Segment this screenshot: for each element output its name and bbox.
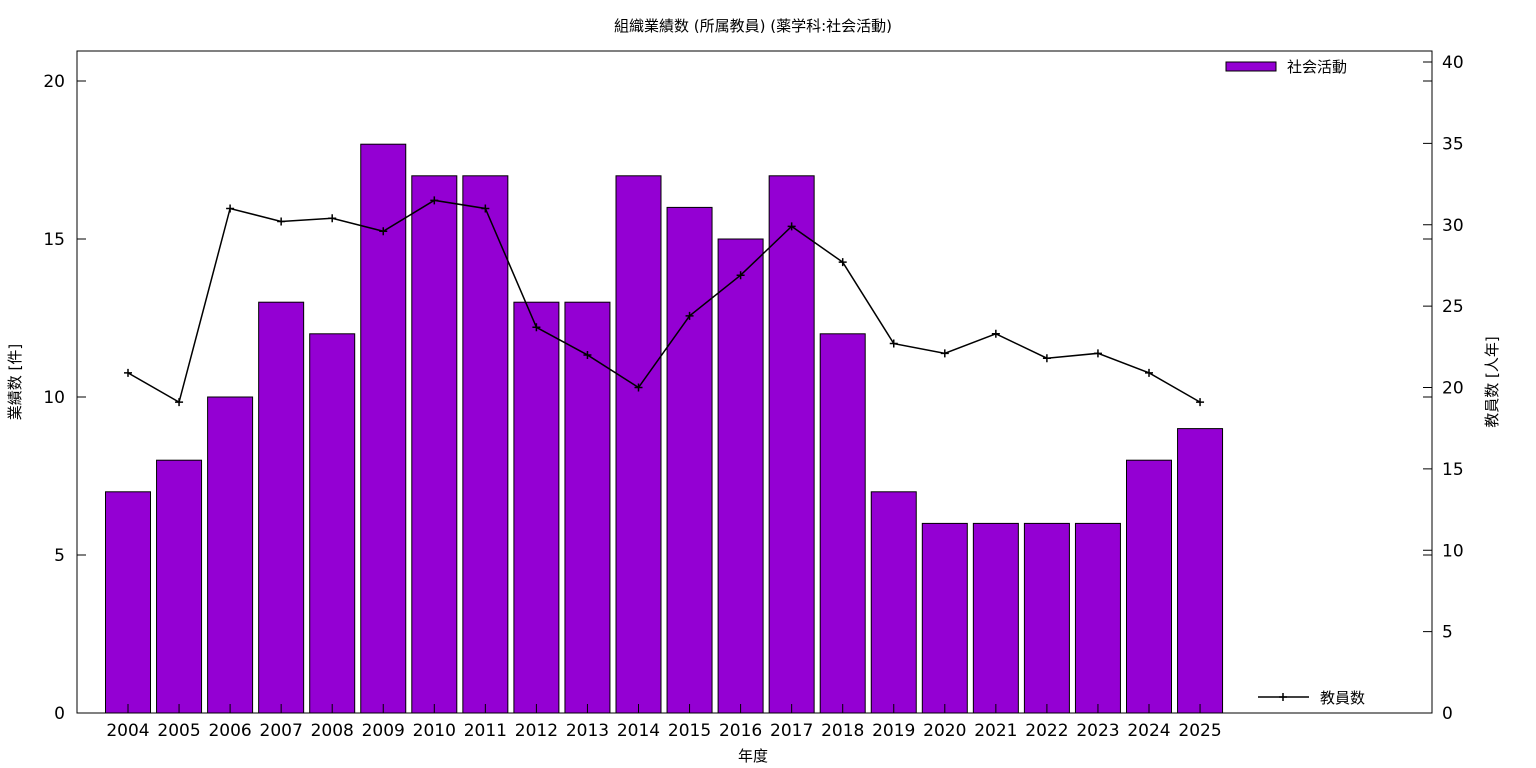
line-point-2017 xyxy=(787,222,796,231)
bar-2013 xyxy=(564,301,611,714)
x-tick-label: 2013 xyxy=(566,721,609,741)
x-tick-label: 2004 xyxy=(106,721,149,741)
line-point-2020 xyxy=(940,349,949,358)
x-tick-label: 2015 xyxy=(668,721,711,741)
x-tick-label: 2011 xyxy=(464,721,507,741)
y2-tick-label: 0 xyxy=(1442,704,1453,724)
x-tick-label: 2024 xyxy=(1127,721,1170,741)
line-point-2025 xyxy=(1196,398,1205,407)
bar-2008 xyxy=(309,333,356,714)
y2-tick-label: 5 xyxy=(1442,623,1453,643)
y-tick-label: 15 xyxy=(43,230,65,250)
line-point-2007 xyxy=(277,217,286,226)
x-tick-label: 2016 xyxy=(719,721,762,741)
x-tick-label: 2014 xyxy=(617,721,660,741)
chart-title: 組織業績数 (所属教員) (薬学科:社会活動) xyxy=(614,17,892,35)
bar-2016 xyxy=(717,238,764,714)
line-point-2021 xyxy=(991,329,1000,338)
line-point-2018 xyxy=(838,258,847,267)
legend-bar-label: 社会活動 xyxy=(1287,58,1347,76)
bar-2017 xyxy=(768,175,815,714)
bar-group xyxy=(105,143,1224,714)
x-tick-label: 2022 xyxy=(1025,721,1068,741)
bar-2025 xyxy=(1177,428,1224,714)
line-point-2006 xyxy=(226,204,235,213)
bar-2020 xyxy=(921,522,968,714)
line-point-2011 xyxy=(481,204,490,213)
line-point-2005 xyxy=(175,398,184,407)
line-point-2014 xyxy=(634,383,643,392)
line-point-2016 xyxy=(736,271,745,280)
bar-2011 xyxy=(462,175,509,714)
legend-line-marker xyxy=(1279,693,1287,701)
y-tick-label: 10 xyxy=(43,388,65,408)
bar-2015 xyxy=(666,206,713,714)
x-tick-label: 2017 xyxy=(770,721,813,741)
bar-2019 xyxy=(870,491,917,714)
line-point-2004 xyxy=(124,368,132,377)
bar-2007 xyxy=(258,301,305,714)
line-point-2022 xyxy=(1042,354,1051,363)
x-tick-label: 2007 xyxy=(260,721,303,741)
legend-line-label: 教員数 xyxy=(1320,689,1365,707)
bar-2006 xyxy=(207,396,254,714)
y2-tick-label: 30 xyxy=(1442,216,1464,236)
x-tick-label: 2010 xyxy=(413,721,456,741)
line-series-faculty xyxy=(127,199,1201,404)
bar-2022 xyxy=(1023,522,1070,714)
x-tick-label: 2018 xyxy=(821,721,864,741)
line-point-2024 xyxy=(1145,368,1153,377)
x-axis-title: 年度 xyxy=(738,747,768,765)
line-point-2023 xyxy=(1093,349,1102,358)
line-point-2010 xyxy=(430,196,439,205)
x-tick-label: 2005 xyxy=(157,721,200,741)
line-point-2009 xyxy=(379,227,388,236)
bar-2021 xyxy=(972,522,1019,714)
y2-axis-title: 教員数 [人年] xyxy=(1483,336,1501,427)
line-point-2019 xyxy=(889,339,898,348)
bar-2005 xyxy=(156,459,203,714)
y2-tick-label: 25 xyxy=(1442,297,1464,317)
bar-2024 xyxy=(1126,459,1172,714)
y-axis-title: 業績数 [件] xyxy=(6,344,24,420)
line-group xyxy=(124,196,1205,407)
y-tick-label: 5 xyxy=(54,546,65,566)
y2-tick-label: 20 xyxy=(1442,379,1464,399)
y2-tick-label: 40 xyxy=(1442,53,1464,73)
x-tick-label: 2012 xyxy=(515,721,558,741)
x-tick-label: 2019 xyxy=(872,721,915,741)
y-tick-label: 0 xyxy=(54,704,65,724)
y2-tick-label: 35 xyxy=(1442,134,1464,154)
line-point-2008 xyxy=(328,214,337,223)
line-point-2013 xyxy=(583,350,592,359)
y2-tick-label: 10 xyxy=(1442,541,1464,561)
legend-bar-swatch xyxy=(1225,61,1277,72)
bar-2018 xyxy=(819,333,866,714)
x-tick-label: 2025 xyxy=(1178,721,1221,741)
x-tick-label: 2021 xyxy=(974,721,1017,741)
x-tick-label: 2020 xyxy=(923,721,966,741)
line-point-2015 xyxy=(685,311,694,320)
y-tick-label: 20 xyxy=(43,72,65,92)
bar-2012 xyxy=(513,301,560,714)
bar-2010 xyxy=(411,175,458,714)
bar-2014 xyxy=(615,175,662,714)
x-tick-label: 2023 xyxy=(1076,721,1119,741)
bar-2023 xyxy=(1074,522,1121,714)
x-tick-label: 2009 xyxy=(362,721,405,741)
x-tick-label: 2006 xyxy=(208,721,251,741)
y2-tick-label: 15 xyxy=(1442,460,1464,480)
bar-2004 xyxy=(105,491,151,714)
line-point-2012 xyxy=(532,323,541,332)
x-tick-label: 2008 xyxy=(311,721,354,741)
